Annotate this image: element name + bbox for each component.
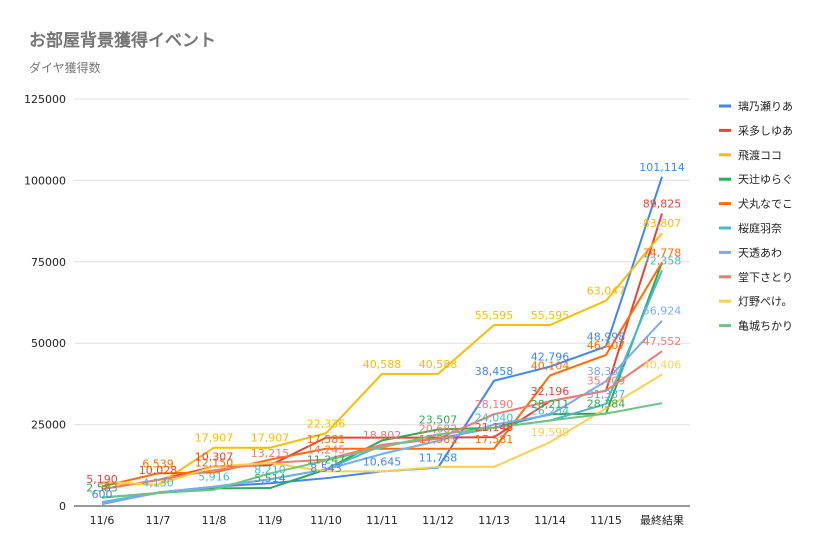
x-tick-label: 11/14	[534, 514, 566, 527]
legend-label: 天透あわ	[738, 246, 782, 259]
series-line-7	[101, 350, 663, 491]
y-tick-label: 0	[59, 500, 66, 513]
x-tick-label: 11/13	[478, 514, 510, 527]
data-label: 31,337	[587, 388, 626, 401]
data-label: 10,307	[195, 450, 234, 463]
data-label: 14,245	[307, 444, 346, 457]
data-label: 11,247	[307, 453, 346, 466]
data-label: 38,458	[475, 365, 514, 378]
gridlines	[74, 98, 690, 507]
chart-title: お部屋背景獲得イベント	[29, 30, 216, 51]
y-axis: 0 25000 50000 75000 100000 125000	[24, 93, 66, 513]
data-label: 26,254	[531, 405, 570, 418]
y-tick-label: 50000	[31, 337, 66, 350]
data-label: 40,588	[419, 358, 458, 371]
legend-label: 亀城ちかり	[738, 319, 793, 333]
data-label: 28,211	[531, 398, 570, 411]
data-label: 17,581	[419, 433, 458, 446]
data-label: 24,040	[475, 412, 514, 425]
data-label: 56,924	[643, 305, 682, 318]
x-tick-label: 11/6	[90, 514, 115, 527]
data-label: 6,539	[142, 457, 174, 470]
data-label: 40,588	[363, 358, 402, 371]
data-label: 600	[92, 488, 113, 501]
data-label: 32,196	[531, 385, 570, 398]
data-label: 47,552	[643, 335, 682, 348]
data-label: 10,028	[139, 464, 178, 477]
series-line-8	[101, 373, 663, 486]
x-tick-label: 11/7	[146, 514, 171, 527]
data-label: 23,507	[419, 413, 458, 426]
data-label: 42,796	[531, 351, 570, 364]
legend-label: 堂下さとり	[738, 271, 793, 284]
legend-label: 飛渡ココ	[738, 148, 782, 162]
data-label: 4,130	[142, 477, 174, 490]
data-label: 5,514	[254, 472, 286, 485]
chart-subtitle: ダイヤ獲得数	[29, 60, 101, 75]
data-label: 72,358	[643, 254, 682, 267]
legend-label: 桜庭羽奈	[738, 221, 782, 235]
legend: 璃乃瀬りあ采多しゆあ飛渡ココ天辻ゆらぐ犬丸なでこ桜庭羽奈天透あわ堂下さとり灯野ぺ…	[719, 99, 793, 333]
x-tick-label: 11/9	[258, 514, 283, 527]
x-tick-label: 11/12	[422, 514, 454, 527]
data-label: 13,215	[251, 447, 290, 460]
legend-label: 采多しゆあ	[738, 123, 793, 137]
data-label: 55,595	[531, 309, 570, 322]
legend-label: 璃乃瀬りあ	[738, 99, 793, 113]
data-label: 55,595	[475, 309, 514, 322]
data-label: 12,150	[195, 456, 234, 469]
series-line-2	[101, 232, 663, 486]
y-tick-label: 100000	[24, 174, 66, 187]
data-label: 22,336	[307, 417, 346, 430]
data-label: 48,998	[587, 330, 626, 343]
data-label: 5,190	[86, 473, 118, 486]
data-label: 8,210	[254, 463, 286, 476]
data-label: 18,802	[363, 429, 402, 442]
x-tick-label: 11/10	[310, 514, 342, 527]
data-label: 38,337	[587, 365, 626, 378]
data-label: 17,907	[251, 432, 290, 445]
series-lines	[101, 176, 663, 506]
y-tick-label: 75000	[31, 256, 66, 269]
legend-label: 天辻ゆらぐ	[738, 172, 793, 186]
data-label: 28,190	[475, 398, 514, 411]
data-label: 2,583	[86, 482, 118, 495]
data-label: 35,409	[587, 375, 626, 388]
data-label: 101,114	[639, 161, 685, 174]
x-tick-label: 最終結果	[640, 513, 684, 527]
data-label: 89,825	[643, 198, 682, 211]
legend-label: 犬丸なでこ	[738, 197, 793, 211]
data-label: 17,581	[475, 433, 514, 446]
series-line-6	[101, 319, 663, 505]
data-label: 19,599	[531, 426, 570, 439]
x-tick-label: 11/15	[590, 514, 622, 527]
data-label: 17,581	[307, 433, 346, 446]
data-label: 20,682	[419, 423, 458, 436]
data-label: 83,807	[643, 217, 682, 230]
data-label: 8,543	[310, 462, 342, 475]
data-label: 17,907	[195, 432, 234, 445]
data-label: 40,104	[531, 359, 570, 372]
y-tick-label: 125000	[24, 93, 66, 106]
data-label: 74,778	[643, 247, 682, 260]
data-label: 46,407	[587, 339, 626, 352]
series-line-9	[101, 402, 663, 499]
x-tick-label: 11/8	[202, 514, 227, 527]
data-label: 21,148	[475, 421, 514, 434]
data-label: 28,384	[587, 398, 626, 411]
data-label: 5,916	[198, 471, 230, 484]
data-label: 63,047	[587, 285, 626, 298]
x-tick-label: 11/11	[366, 514, 398, 527]
data-label: 10,645	[363, 455, 402, 468]
y-tick-label: 25000	[31, 419, 66, 432]
legend-label: 灯野ぺけ。	[738, 295, 792, 308]
data-label: 40,406	[643, 358, 682, 371]
data-label: 11,768	[419, 452, 458, 465]
x-axis: 11/6 11/7 11/8 11/9 11/10 11/11 11/12 11/13 11/1…	[90, 513, 684, 527]
